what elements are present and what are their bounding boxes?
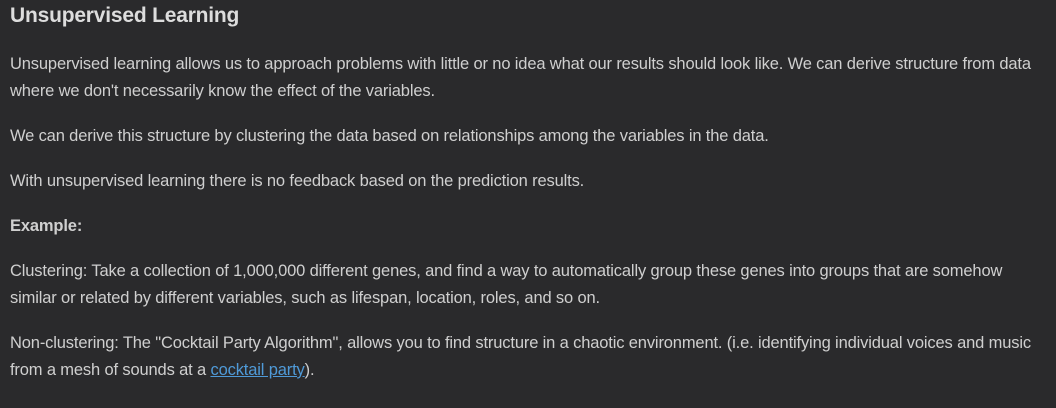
paragraph-nonclustering: Non-clustering: The "Cocktail Party Algo… bbox=[10, 330, 1048, 384]
example-label: Example: bbox=[10, 217, 83, 235]
nonclustering-text-after: ). bbox=[304, 361, 315, 379]
paragraph-intro: Unsupervised learning allows us to appro… bbox=[10, 55, 1031, 100]
section-heading: Unsupervised Learning bbox=[10, 4, 240, 27]
cocktail-party-link[interactable]: cocktail party bbox=[210, 361, 305, 379]
nonclustering-text-before: Non-clustering: The "Cocktail Party Algo… bbox=[10, 334, 1031, 379]
paragraph-clustering: Clustering: Take a collection of 1,000,0… bbox=[10, 262, 1003, 307]
paragraph-structure: We can derive this structure by clusteri… bbox=[10, 127, 769, 145]
paragraph-feedback: With unsupervised learning there is no f… bbox=[10, 172, 585, 190]
